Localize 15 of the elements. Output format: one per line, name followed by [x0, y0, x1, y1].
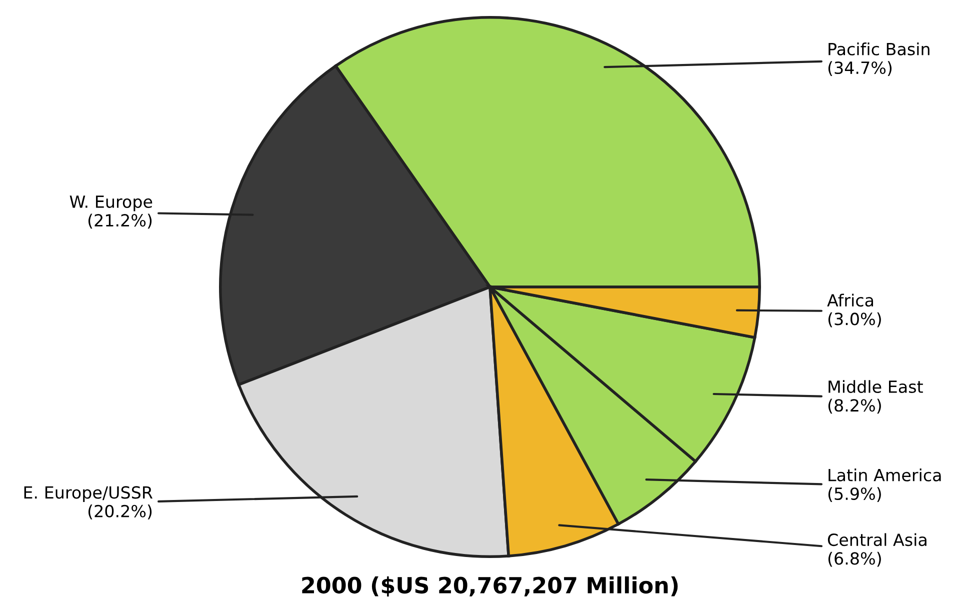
text: 2000 ($US 20,767,207 Million): [302, 576, 678, 597]
slice-label: E. Europe/USSR: [24, 486, 153, 502]
data-label: (6.8%): [828, 552, 881, 567]
data-label: (8.2%): [828, 398, 881, 414]
slice-label: Middle East: [828, 380, 923, 394]
slice-label: W. Europe: [70, 196, 152, 212]
slice-label: Latin America: [828, 468, 941, 482]
slice-label: Pacific Basin: [828, 42, 930, 56]
slice-label: Africa: [827, 294, 874, 307]
data-label: (5.9%): [828, 487, 881, 502]
data-label: (34.7%): [828, 61, 892, 76]
slice-label: Central Asia: [828, 533, 926, 546]
data-label: (20.2%): [88, 504, 152, 520]
data-label: (21.2%): [88, 214, 152, 229]
data-label: (3.0%): [828, 312, 881, 328]
